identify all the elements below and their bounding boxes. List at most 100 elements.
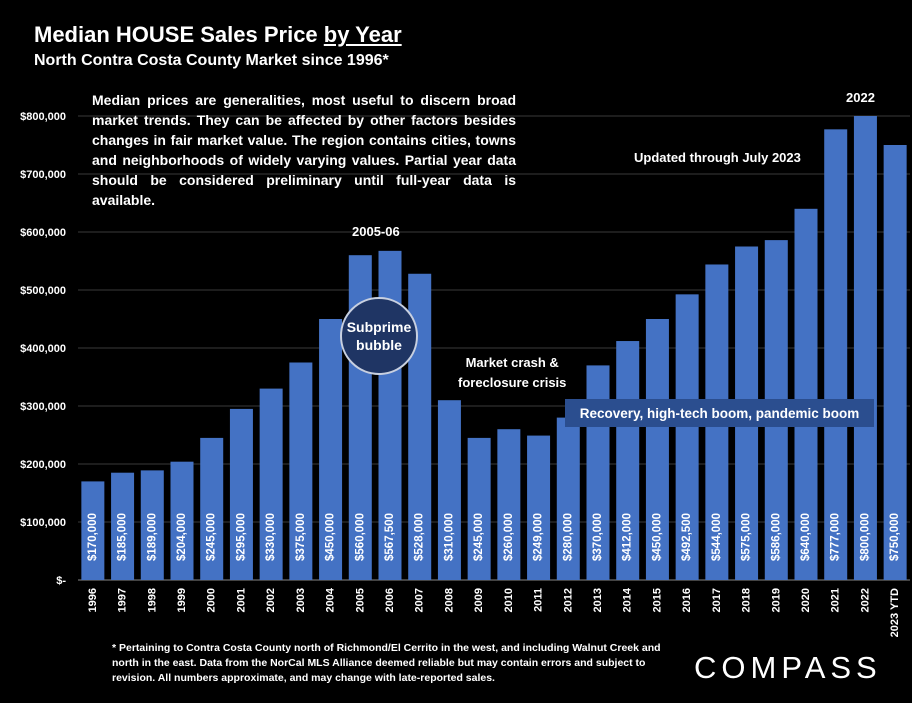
peak-2022-annotation: 2022 — [846, 90, 875, 105]
bar-data-label: $249,000 — [533, 513, 545, 561]
bar — [111, 472, 135, 580]
x-tick-label: 2022 — [859, 588, 871, 612]
bar-data-label: $185,000 — [117, 513, 129, 561]
bar — [259, 388, 283, 580]
bar — [170, 461, 194, 580]
x-tick-label: 2006 — [384, 588, 396, 612]
crash-line-2: foreclosure crisis — [458, 375, 567, 390]
x-tick-label: 2016 — [681, 588, 693, 612]
x-tick-label: 2005 — [354, 588, 366, 612]
bar — [497, 429, 521, 580]
bar-data-label: $260,000 — [503, 513, 515, 561]
bar-data-label: $450,000 — [651, 513, 663, 561]
bar-data-label: $492,500 — [681, 513, 693, 561]
bar-data-label: $777,000 — [830, 513, 842, 561]
bar-data-label: $204,000 — [176, 513, 188, 561]
x-tick-label: 2019 — [770, 588, 782, 612]
bar — [319, 319, 343, 580]
y-tick-label: $700,000 — [20, 169, 66, 181]
bar — [437, 400, 461, 580]
x-tick-label: 2017 — [711, 588, 723, 612]
x-tick-label: 2009 — [473, 588, 485, 612]
x-tick-label: 2014 — [622, 587, 634, 612]
title-underlined: by Year — [323, 22, 402, 47]
market-crash-annotation: Market crash & foreclosure crisis — [458, 353, 566, 393]
bar-data-label: $189,000 — [146, 513, 158, 561]
x-tick-label: 2023 YTD — [889, 588, 901, 637]
bar — [853, 116, 877, 580]
bar-data-label: $245,000 — [206, 513, 218, 561]
updated-annotation: Updated through July 2023 — [634, 150, 801, 165]
bar-data-label: $800,000 — [859, 513, 871, 561]
bar — [527, 435, 551, 580]
bar-data-label: $575,000 — [741, 513, 753, 561]
bar — [556, 417, 580, 580]
x-tick-label: 2011 — [533, 588, 545, 612]
x-tick-label: 2020 — [800, 588, 812, 612]
bar-data-label: $280,000 — [562, 513, 574, 561]
bar-data-label: $170,000 — [87, 513, 99, 561]
peak-2005-annotation: 2005-06 — [352, 224, 400, 239]
bar-data-label: $310,000 — [443, 513, 455, 561]
y-tick-label: $800,000 — [20, 111, 66, 123]
bar-data-label: $370,000 — [592, 513, 604, 561]
chart-title: Median HOUSE Sales Price by Year — [34, 22, 402, 48]
bar-data-label: $450,000 — [325, 513, 337, 561]
bar-data-label: $560,000 — [354, 513, 366, 561]
bar-data-label: $375,000 — [295, 513, 307, 561]
x-tick-label: 2001 — [235, 588, 247, 612]
bar-data-label: $528,000 — [414, 513, 426, 561]
x-tick-label: 2012 — [562, 588, 574, 612]
compass-logo: COMPASS — [694, 650, 882, 685]
footnote: * Pertaining to Contra Costa County nort… — [112, 642, 661, 684]
x-tick-label: 2007 — [414, 588, 426, 612]
x-tick-label: 2003 — [295, 588, 307, 612]
bar — [289, 362, 313, 580]
bar — [824, 129, 848, 580]
y-tick-label: $500,000 — [20, 285, 66, 297]
crash-line-1: Market crash & — [465, 355, 559, 370]
bar — [200, 437, 224, 580]
subprime-bubble-callout: Subprime bubble — [340, 297, 418, 375]
bar — [467, 437, 491, 580]
methodology-note: Median prices are generalities, most use… — [92, 92, 516, 208]
recovery-annotation: Recovery, high-tech boom, pandemic boom — [565, 399, 874, 427]
bar — [140, 470, 164, 580]
y-tick-label: $100,000 — [20, 517, 66, 529]
bar-data-label: $586,000 — [770, 513, 782, 561]
x-tick-label: 2015 — [651, 588, 663, 612]
x-tick-label: 2008 — [443, 588, 455, 612]
bar-data-label: $640,000 — [800, 513, 812, 561]
bar-data-label: $245,000 — [473, 513, 485, 561]
x-tick-label: 2002 — [265, 588, 277, 612]
bar — [81, 481, 105, 580]
x-tick-label: 2013 — [592, 588, 604, 612]
x-tick-label: 2010 — [503, 588, 515, 612]
x-tick-label: 2004 — [325, 587, 337, 612]
y-tick-label: $400,000 — [20, 343, 66, 355]
y-tick-label: $- — [56, 575, 66, 587]
bar — [229, 408, 253, 580]
bar — [883, 145, 907, 580]
x-tick-label: 2018 — [741, 588, 753, 612]
subprime-bubble-text: Subprime bubble — [346, 319, 412, 353]
bar-data-label: $544,000 — [711, 513, 723, 561]
bar-data-label: $750,000 — [889, 513, 901, 561]
title-prefix: Median HOUSE Sales Price — [34, 22, 324, 47]
x-tick-label: 1996 — [87, 588, 99, 612]
bar — [645, 319, 669, 580]
x-tick-label: 2000 — [206, 588, 218, 612]
y-tick-label: $600,000 — [20, 227, 66, 239]
bar-data-label: $330,000 — [265, 513, 277, 561]
bar-data-label: $412,000 — [622, 513, 634, 561]
x-tick-label: 1998 — [146, 588, 158, 612]
bar-data-label: $567,500 — [384, 513, 396, 561]
x-tick-label: 1997 — [117, 588, 129, 612]
x-tick-label: 1999 — [176, 588, 188, 612]
y-tick-label: $300,000 — [20, 401, 66, 413]
x-tick-label: 2021 — [830, 588, 842, 612]
y-tick-label: $200,000 — [20, 459, 66, 471]
bar-data-label: $295,000 — [235, 513, 247, 561]
bar — [794, 208, 818, 581]
